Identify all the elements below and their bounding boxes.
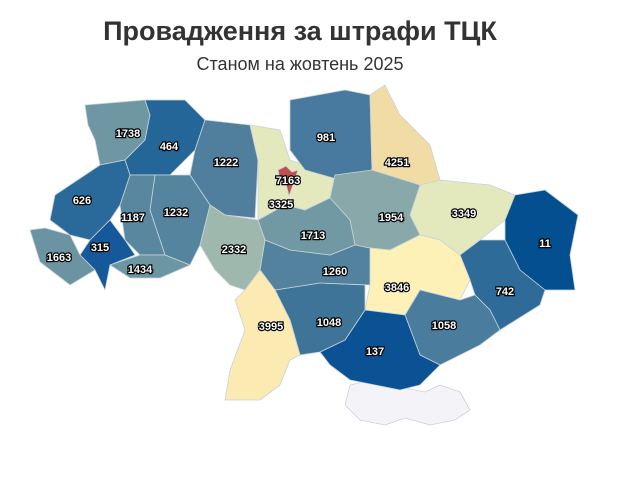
region-value-label: 315 — [91, 242, 109, 254]
region-value-label: 11 — [539, 238, 551, 250]
region-value-label: 1954 — [379, 212, 404, 224]
region-1663[interactable] — [29, 227, 96, 286]
region-value-label: 1058 — [432, 320, 456, 332]
region-value-label: 1048 — [317, 317, 341, 329]
region-value-label: 1434 — [128, 264, 153, 276]
region-value-label: 1713 — [301, 230, 325, 242]
region-value-label: 137 — [366, 346, 384, 358]
region-4251[interactable] — [369, 84, 441, 186]
map-title: Провадження за штрафи ТЦК — [103, 16, 497, 46]
region-1713[interactable] — [257, 197, 356, 256]
region-7163[interactable] — [277, 165, 299, 197]
region-value-label: 742 — [496, 286, 514, 298]
region-value-label: 7163 — [276, 175, 300, 187]
region-11[interactable] — [504, 189, 579, 291]
region-value-label: 3349 — [452, 208, 476, 220]
region-value-label: 1222 — [214, 157, 238, 169]
region-value-label: 1187 — [121, 212, 145, 224]
region-value-label: 1663 — [47, 252, 71, 264]
region-value-label: 1232 — [164, 207, 188, 219]
region-3995[interactable] — [224, 269, 301, 401]
region-value-label: 3846 — [385, 282, 409, 294]
region-value-label: 3995 — [259, 321, 283, 333]
region-value-label: 1260 — [323, 266, 347, 278]
region-value-label: 1738 — [116, 128, 140, 140]
region-1434[interactable] — [109, 254, 191, 279]
region-value-label: 626 — [73, 195, 91, 207]
region-crimea — [344, 377, 471, 426]
region-value-label: 981 — [317, 132, 335, 144]
region-value-label: 2332 — [222, 244, 246, 256]
region-value-label: 4251 — [385, 157, 409, 169]
region-3846[interactable] — [364, 234, 471, 316]
map-subtitle: Станом на жовтень 2025 — [196, 54, 404, 74]
region-value-label: 464 — [160, 141, 179, 153]
region-value-label: 3325 — [269, 199, 293, 211]
